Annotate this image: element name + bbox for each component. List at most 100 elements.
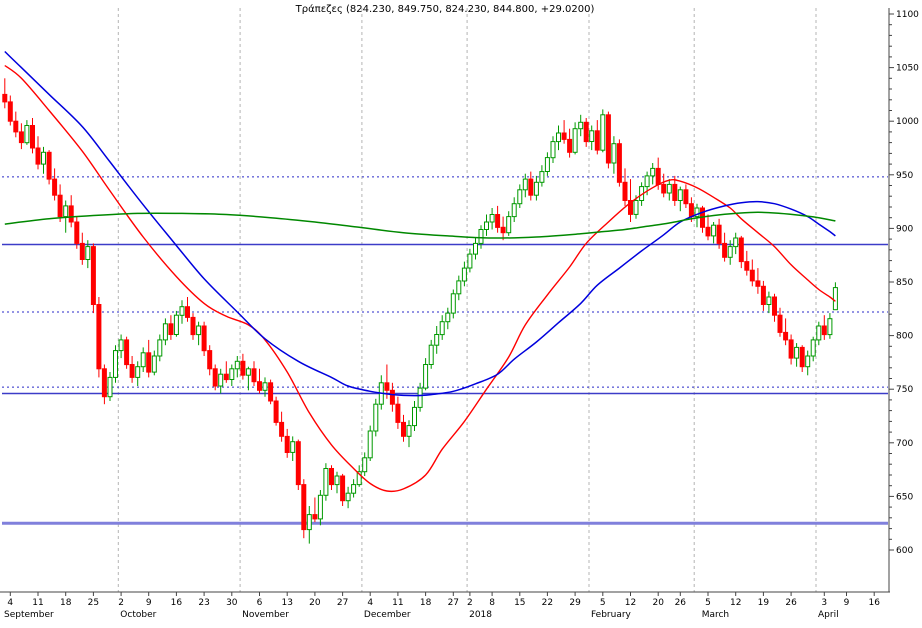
candle-body: [367, 430, 373, 459]
candle-body: [46, 151, 52, 180]
candle-body: [832, 287, 838, 311]
candle-body: [30, 125, 35, 149]
candle-body: [749, 269, 755, 282]
x-axis-day-label: 6: [257, 598, 263, 608]
candle-body: [68, 205, 74, 223]
candle-body: [506, 216, 512, 234]
candle-body: [295, 441, 301, 486]
candle-body: [777, 314, 783, 333]
candle-body: [279, 421, 285, 437]
candle-body: [655, 167, 661, 185]
candle-body: [544, 157, 550, 173]
candle-body: [522, 178, 528, 191]
candle-body: [533, 181, 539, 196]
candle-body: [417, 387, 423, 408]
x-axis-day-label: 26: [785, 598, 797, 608]
x-axis-day-label: 29: [569, 598, 581, 608]
candle-body: [677, 189, 683, 202]
candle-body: [428, 344, 434, 366]
y-axis-label: 900: [896, 224, 913, 234]
candle-body: [772, 296, 777, 316]
candle-body: [805, 355, 811, 368]
candle-body: [722, 242, 728, 258]
candle-body: [340, 475, 346, 502]
candle-body: [157, 339, 163, 357]
candle-body: [240, 360, 246, 376]
axes: 1100 1050 1000 950 900 850 800 750 700 650 600 4 11 1…: [0, 8, 919, 620]
x-axis-day-label: 12: [625, 598, 636, 608]
candle-body: [644, 175, 650, 188]
candle-body: [41, 151, 46, 165]
y-axis-label: 650: [896, 492, 913, 502]
candle-body: [766, 296, 772, 305]
x-axis-day-label: 18: [60, 598, 72, 608]
candle-body: [351, 484, 357, 494]
candle-body: [356, 471, 362, 486]
candle-body: [600, 114, 606, 151]
candle-body: [245, 368, 251, 376]
x-axis-day-label: 4: [7, 598, 13, 608]
candle-body: [550, 141, 556, 159]
candle-body: [52, 178, 58, 196]
x-axis-day-label: 22: [542, 598, 553, 608]
x-axis-day-label: 2: [118, 598, 124, 608]
candle-body: [661, 183, 667, 194]
candle-body: [406, 425, 412, 437]
y-axis-label: 1050: [896, 64, 919, 74]
candle-body: [185, 306, 190, 318]
x-axis-day-label: 12: [730, 598, 741, 608]
candle-body: [727, 246, 733, 258]
x-axis-day-label: 5: [705, 598, 711, 608]
candle-body: [461, 267, 467, 282]
candle-body: [384, 382, 390, 391]
candle-body: [683, 189, 689, 205]
candle-body: [268, 382, 274, 402]
candle-body: [7, 101, 13, 122]
candle-body: [611, 143, 617, 164]
candle-body: [18, 131, 24, 144]
candle-body: [760, 285, 766, 305]
y-axis-label: 950: [896, 171, 913, 181]
x-axis-month-label: March: [702, 610, 729, 620]
candle-body: [306, 514, 312, 531]
x-axis-day-label: 23: [198, 598, 209, 608]
candle-body: [517, 189, 523, 205]
x-axis-day-label: 20: [652, 598, 664, 608]
candle-body: [489, 214, 495, 223]
candle-body: [317, 494, 323, 520]
candle-body: [733, 237, 739, 248]
candle-body: [528, 178, 534, 196]
candle-body: [816, 325, 822, 341]
candle-body: [290, 441, 296, 453]
x-axis-day-label: 4: [367, 598, 373, 608]
moving-averages: [4, 50, 836, 493]
candle-body: [389, 389, 395, 405]
y-axis-label: 1100: [896, 10, 919, 20]
candle-body: [57, 194, 63, 218]
candle-body: [810, 339, 816, 357]
candle-body: [90, 246, 96, 306]
x-axis-day-label: 8: [489, 598, 495, 608]
x-axis-day-label: 15: [514, 598, 525, 608]
chart-title: Τράπεζες (824.230, 849.750, 824.230, 844…: [295, 4, 595, 15]
x-axis-day-label: 13: [281, 598, 292, 608]
candle-body: [622, 181, 628, 202]
candle-body: [500, 226, 506, 234]
y-axis-label: 700: [896, 439, 913, 449]
x-axis-month-label: November: [242, 610, 289, 620]
ma-medium-blue: [4, 50, 836, 397]
candle-body: [312, 514, 318, 520]
candle-body: [794, 346, 800, 359]
x-axis-day-label: 9: [844, 598, 850, 608]
candle-body: [511, 203, 517, 218]
candle-body: [323, 468, 329, 496]
candle-body: [788, 339, 794, 359]
candle-body: [666, 183, 672, 194]
x-axis-day-label: 20: [309, 598, 321, 608]
candle-body: [799, 346, 805, 368]
candle-body: [129, 364, 135, 378]
x-axis-day-label: 26: [675, 598, 687, 608]
